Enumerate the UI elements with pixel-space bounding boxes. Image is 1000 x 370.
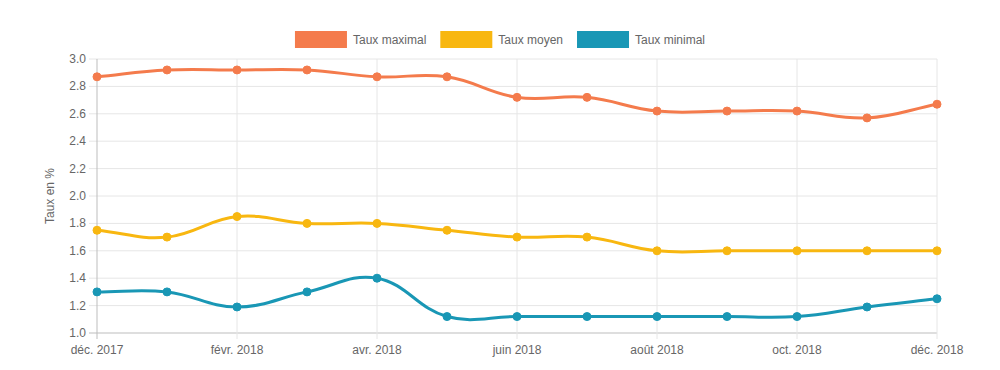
x-tick-label: avr. 2018 [352,343,402,357]
plot-area [93,66,941,321]
series-marker [583,233,591,241]
x-tick-label: déc. 2018 [911,343,964,357]
y-tick-label: 2.4 [69,134,86,148]
series-marker [793,313,801,321]
series-marker [653,313,661,321]
y-tick-label: 1.4 [69,271,86,285]
series-marker [93,73,101,81]
y-grid-line [89,223,937,224]
legend-label: Taux minimal [635,33,705,47]
series-marker [373,73,381,81]
series-marker [443,226,451,234]
series-marker [163,233,171,241]
series-marker [233,66,241,74]
x-tick-label: oct. 2018 [772,343,822,357]
y-tick-label: 1.0 [69,326,86,340]
y-grid-line [89,333,937,334]
series-marker [793,107,801,115]
x-grid-line [657,59,658,339]
x-grid-line [797,59,798,339]
y-tick-label: 3.0 [69,52,86,66]
y-grid-line [89,141,937,142]
y-tick-label: 1.2 [69,299,86,313]
x-tick-label: déc. 2017 [71,343,124,357]
series-marker [723,107,731,115]
series-marker [583,313,591,321]
series-marker [863,303,871,311]
legend-label: Taux moyen [498,33,563,47]
series-line [97,277,937,320]
x-tick-label: juin 2018 [492,343,542,357]
y-grid-line [89,86,937,87]
legend: Taux maximal Taux moyen Taux minimal [295,31,705,48]
y-tick-label: 1.8 [69,216,86,230]
series-marker [303,219,311,227]
y-tick-label: 2.6 [69,107,86,121]
series-marker [583,93,591,101]
series [93,213,941,255]
series-marker [933,295,941,303]
y-tick-label: 2.2 [69,162,86,176]
series-marker [93,288,101,296]
y-grid-line [89,59,937,60]
x-grid-line [97,59,98,339]
legend-label: Taux maximal [353,33,426,47]
series-marker [933,100,941,108]
series-marker [373,219,381,227]
series-marker [303,288,311,296]
series-marker [233,213,241,221]
series [93,66,941,122]
series-marker [513,93,521,101]
series-marker [93,226,101,234]
series-marker [863,114,871,122]
series-marker [443,313,451,321]
y-tick-label: 2.0 [69,189,86,203]
x-grid-line [237,59,238,339]
legend-swatch [577,31,629,48]
grid [89,59,937,339]
series-marker [793,247,801,255]
series [93,274,941,320]
series-marker [443,73,451,81]
series-marker [513,233,521,241]
series-line [97,216,937,252]
series-marker [863,247,871,255]
series-marker [933,247,941,255]
series-marker [163,66,171,74]
series-marker [373,274,381,282]
series-marker [163,288,171,296]
x-grid-line [377,59,378,339]
series-marker [653,107,661,115]
series-marker [303,66,311,74]
chart: 1.0 1.2 1.4 1.6 1.8 2.0 2.2 2.4 2.6 2.8 3.0 déc. 20… [0,0,1000,370]
y-tick-label: 2.8 [69,79,86,93]
y-grid-line [89,168,937,169]
y-grid-line [89,196,937,197]
series-marker [653,247,661,255]
legend-swatch [295,31,347,48]
series-marker [723,247,731,255]
x-tick-label: févr. 2018 [211,343,264,357]
series-marker [233,303,241,311]
legend-swatch [440,31,492,48]
series-line [97,69,937,118]
y-tick-label: 1.6 [69,244,86,258]
series-marker [513,313,521,321]
series-marker [723,313,731,321]
y-grid-line [89,278,937,279]
x-tick-label: août 2018 [630,343,684,357]
y-axis-label: Taux en % [43,168,57,224]
